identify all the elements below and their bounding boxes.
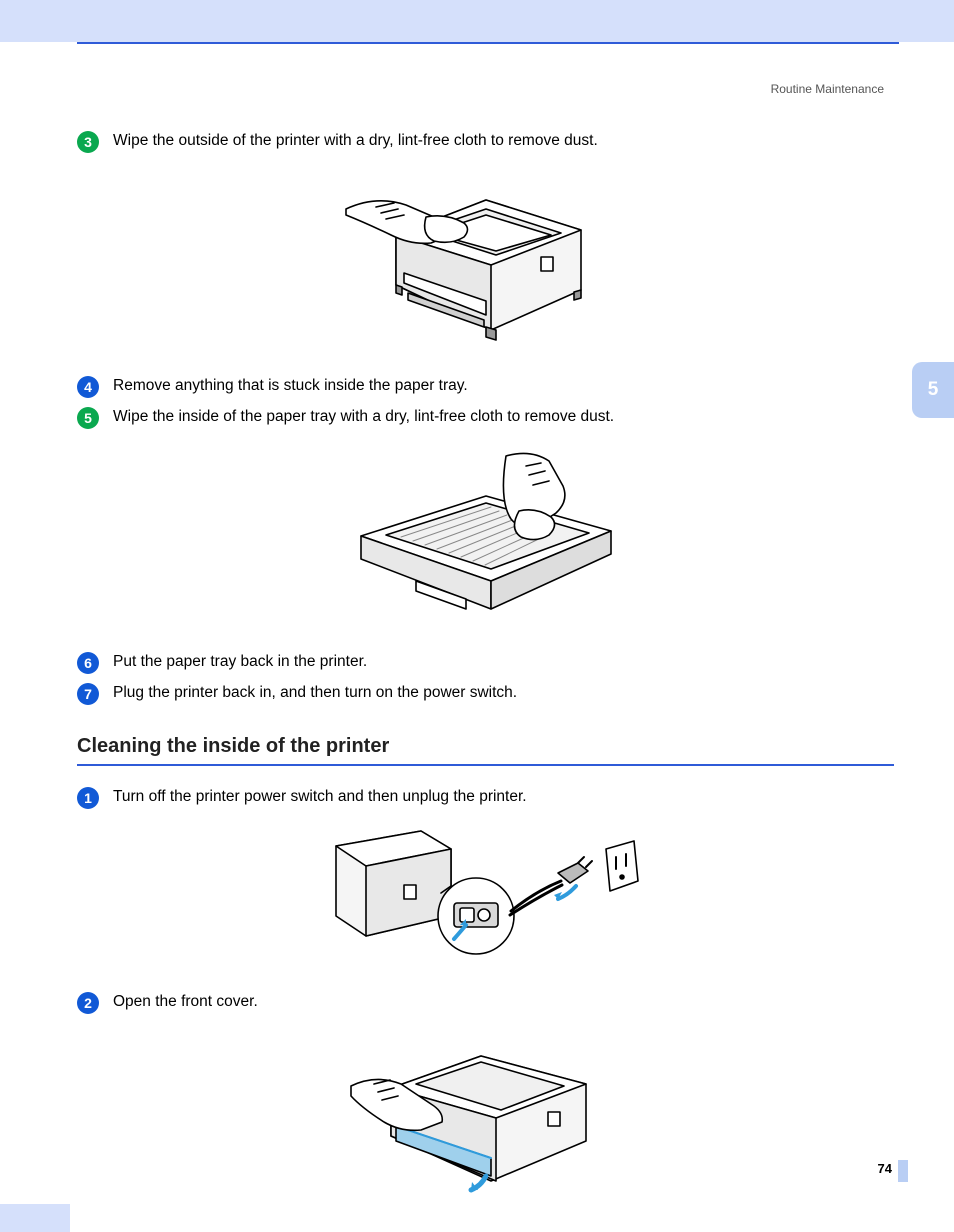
step-text: Open the front cover. bbox=[113, 991, 258, 1013]
step-item: 1 Turn off the printer power switch and … bbox=[77, 786, 894, 809]
step-bullet: 7 bbox=[77, 683, 99, 705]
step-text: Wipe the outside of the printer with a d… bbox=[113, 130, 598, 152]
step-item: 6 Put the paper tray back in the printer… bbox=[77, 651, 894, 674]
step-text: Plug the printer back in, and then turn … bbox=[113, 682, 517, 704]
top-rule bbox=[77, 42, 899, 44]
step-bullet: 3 bbox=[77, 131, 99, 153]
page-number: 74 bbox=[878, 1161, 892, 1176]
step-bullet: 5 bbox=[77, 407, 99, 429]
step-item: 7 Plug the printer back in, and then tur… bbox=[77, 682, 894, 705]
step-item: 3 Wipe the outside of the printer with a… bbox=[77, 130, 894, 153]
step-bullet: 2 bbox=[77, 992, 99, 1014]
step-bullet: 4 bbox=[77, 376, 99, 398]
step-bullet: 1 bbox=[77, 787, 99, 809]
figure-wipe-printer-outside bbox=[77, 165, 894, 355]
step-item: 5 Wipe the inside of the paper tray with… bbox=[77, 406, 894, 429]
header-section-label: Routine Maintenance bbox=[771, 82, 884, 96]
bottom-left-band bbox=[0, 1204, 70, 1232]
step-text: Remove anything that is stuck inside the… bbox=[113, 375, 468, 397]
top-band bbox=[0, 0, 954, 42]
step-text: Put the paper tray back in the printer. bbox=[113, 651, 367, 673]
section-rule bbox=[77, 764, 894, 766]
section-heading: Cleaning the inside of the printer bbox=[77, 735, 894, 758]
page-content: 3 Wipe the outside of the printer with a… bbox=[77, 130, 894, 1221]
step-item: 2 Open the front cover. bbox=[77, 991, 894, 1014]
step-text: Turn off the printer power switch and th… bbox=[113, 786, 527, 808]
step-bullet: 6 bbox=[77, 652, 99, 674]
figure-wipe-paper-tray bbox=[77, 441, 894, 631]
footer-tick bbox=[898, 1160, 908, 1182]
figure-unplug-printer bbox=[77, 821, 894, 971]
chapter-tab: 5 bbox=[912, 362, 954, 418]
step-item: 4 Remove anything that is stuck inside t… bbox=[77, 375, 894, 398]
figure-open-front-cover bbox=[77, 1026, 894, 1201]
step-text: Wipe the inside of the paper tray with a… bbox=[113, 406, 614, 428]
